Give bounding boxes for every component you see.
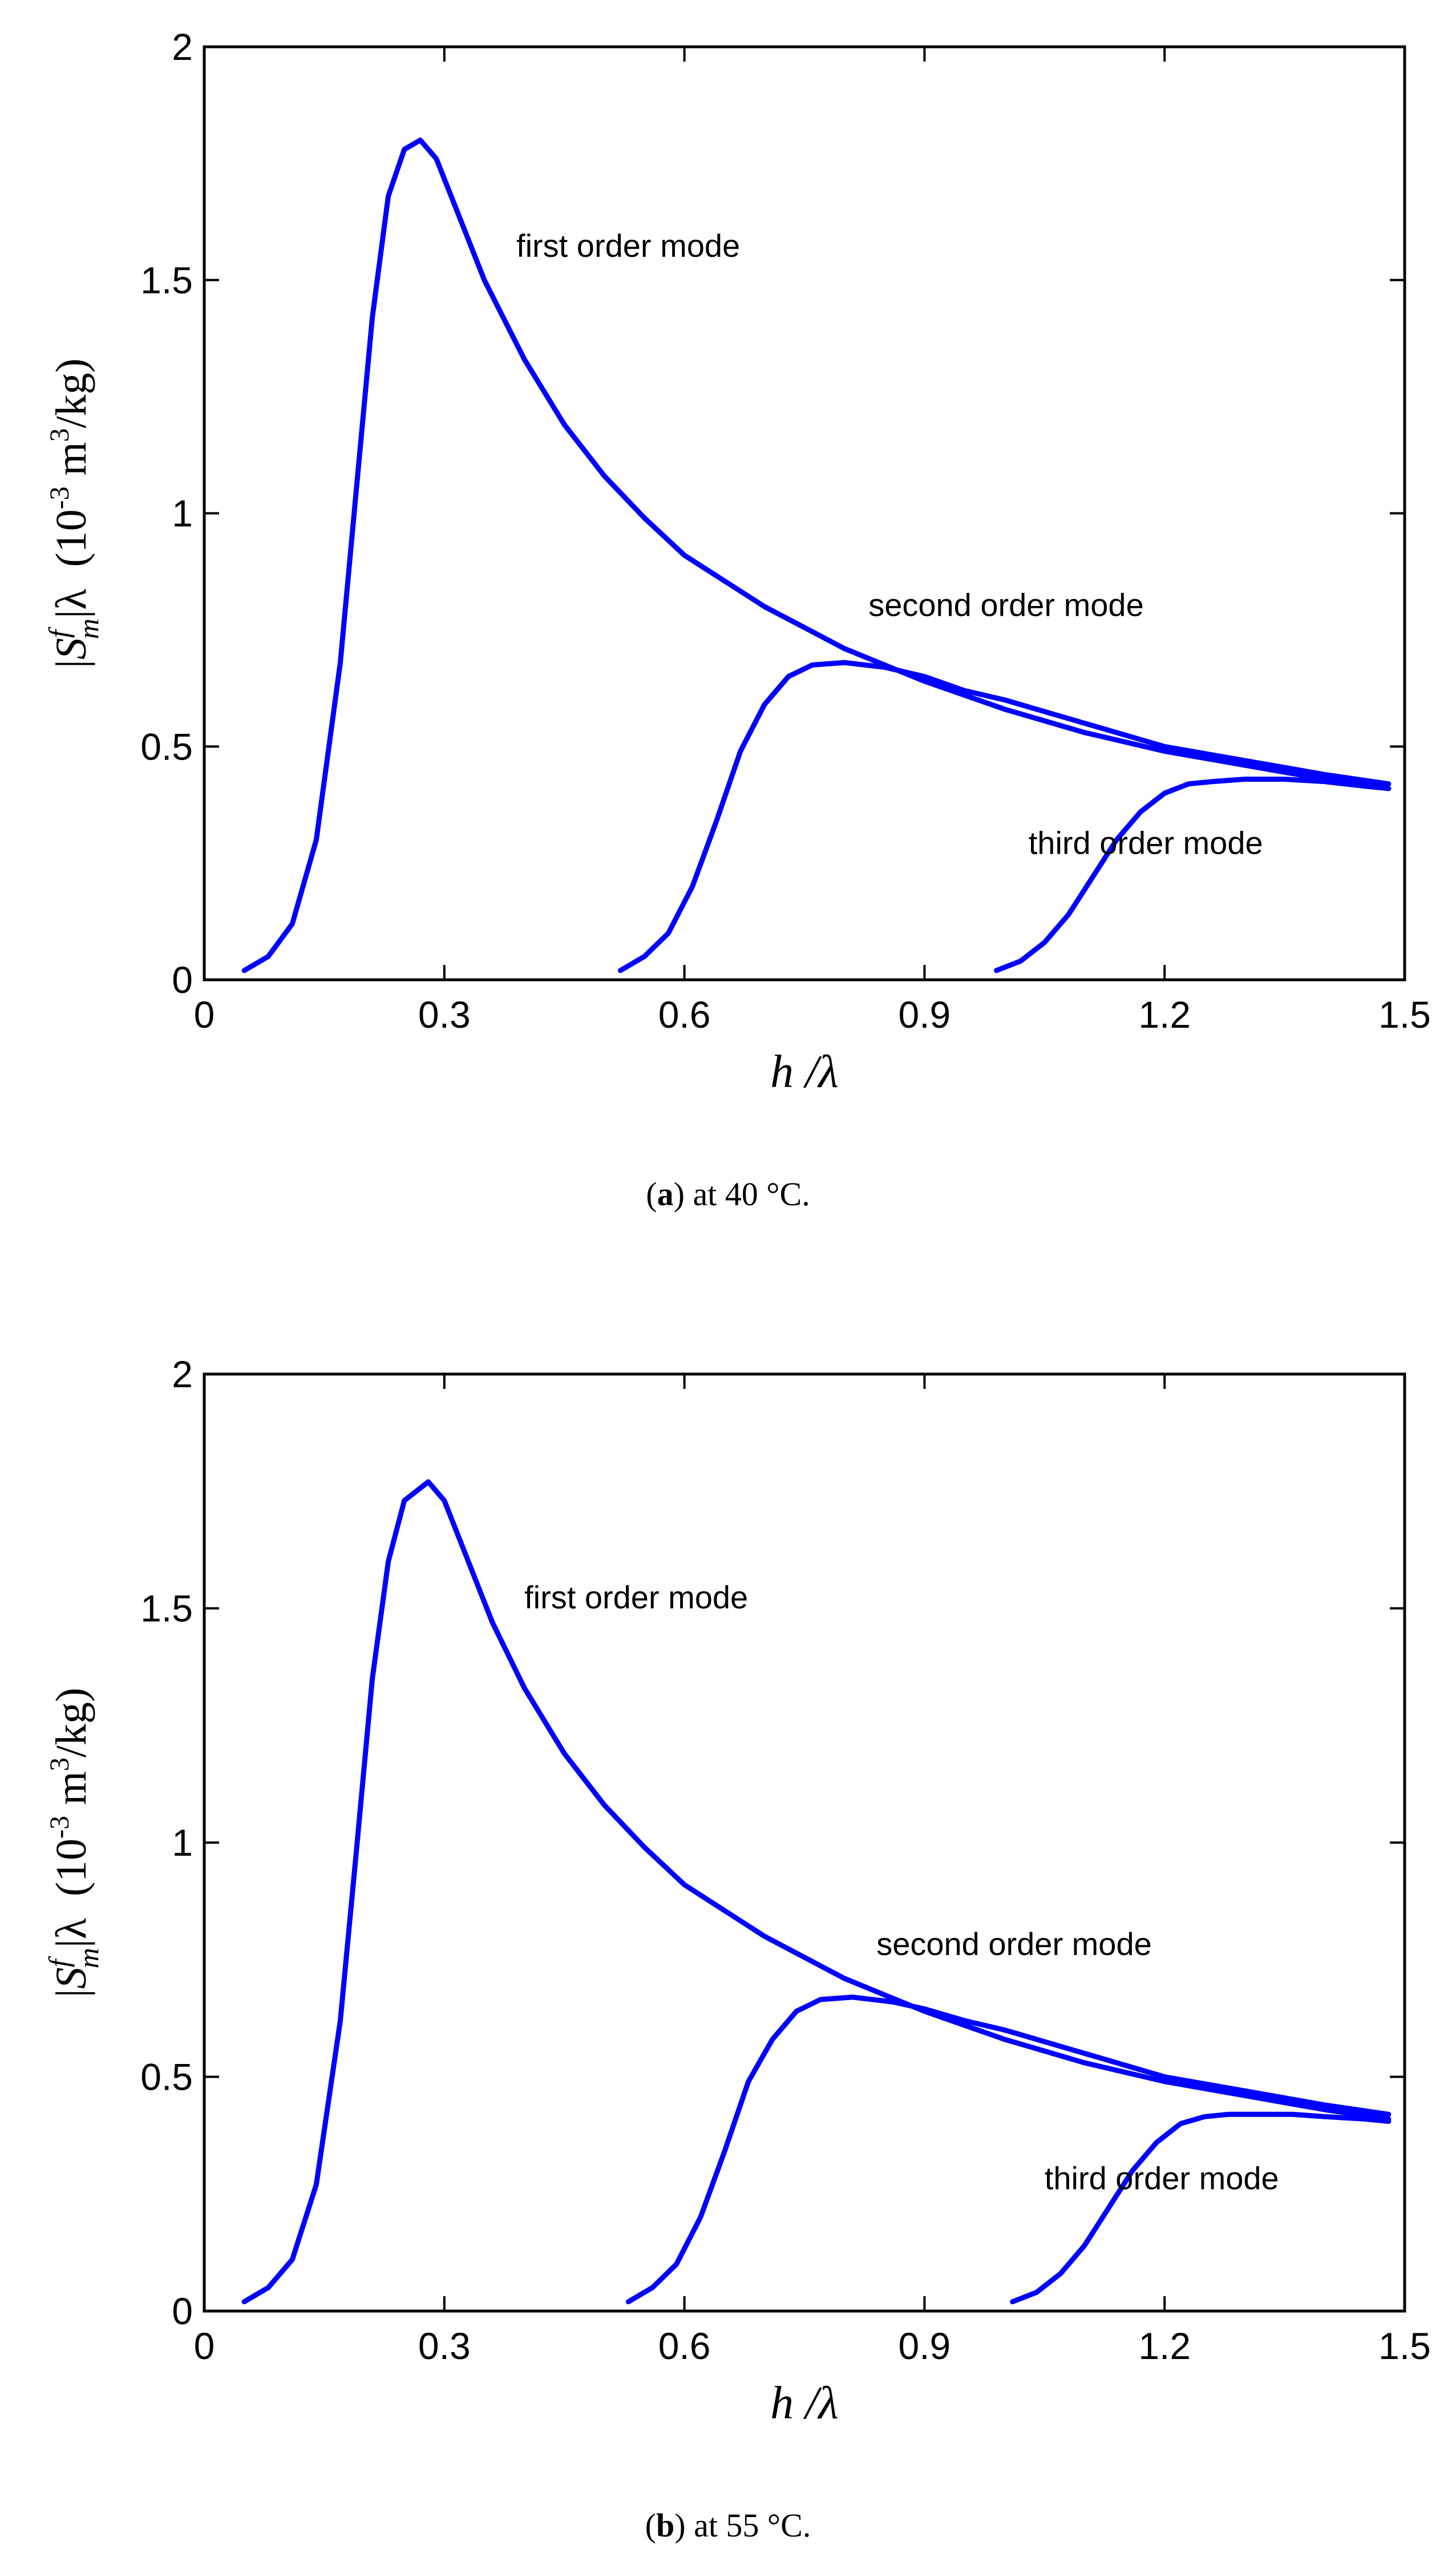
- figure-caption: (b) at 55 °C.: [645, 2507, 811, 2544]
- x-tick-label: 1.2: [1138, 2325, 1191, 2367]
- caption-paren-open: (: [646, 1176, 657, 1213]
- y-label-exp: -3: [45, 1816, 75, 1839]
- y-label-exp: -3: [45, 486, 75, 509]
- y-label-s: S: [47, 638, 95, 660]
- y-tick-label: 0: [172, 959, 193, 1001]
- caption-paren-close: ): [674, 2507, 685, 2544]
- series-line-2: [625, 1994, 1392, 2305]
- x-tick-label: 0.3: [418, 993, 471, 1036]
- annotation-1: first order mode: [516, 228, 740, 264]
- y-label-unit-open: (10: [47, 1839, 95, 1918]
- x-tick-label: 0.6: [658, 2325, 711, 2367]
- y-label-bar-open: |: [47, 1989, 95, 1997]
- y-label-unit-open: (10: [47, 509, 95, 588]
- y-label-exp3: 3: [45, 428, 75, 442]
- caption-text: at 40 °C.: [685, 1176, 810, 1213]
- y-tick-label: 0.5: [140, 725, 193, 768]
- x-tick-label: 1.2: [1138, 993, 1191, 1036]
- annotation-3: third order mode: [1029, 825, 1263, 861]
- x-tick-label: 1.5: [1378, 993, 1431, 1036]
- x-tick-label: 0.9: [899, 993, 951, 1036]
- series-line-1: [241, 1479, 1392, 2305]
- y-tick-label: 0: [172, 2290, 193, 2332]
- caption-paren-open: (: [645, 2507, 656, 2544]
- y-axis-label: |Sfm|λ (10-3 m3/kg): [43, 358, 104, 668]
- y-tick-label: 1.5: [140, 259, 193, 301]
- caption-letter: a: [657, 1176, 674, 1213]
- y-tick-label: 1.5: [140, 1588, 193, 1630]
- y-label-unit-mid: m: [47, 442, 95, 486]
- caption-paren-close: ): [674, 1176, 685, 1213]
- x-tick-label: 0: [194, 2325, 215, 2367]
- y-label-unit-mid: m: [47, 1771, 95, 1816]
- y-label-sup-f: f: [43, 1956, 75, 1967]
- chart-a: 0 0.3 0.6 0.9 1.2 1.5 0 0.5 1 1.5 2 first order mod…: [43, 26, 1431, 1213]
- series-line-1: [241, 138, 1392, 974]
- y-axis-label: |Sfm|λ (10-3 m3/kg): [43, 1687, 104, 1997]
- series-line-3: [994, 777, 1392, 974]
- y-label-exp3: 3: [45, 1758, 75, 1771]
- series-line-2: [617, 660, 1392, 974]
- annotation-2: second order mode: [876, 1926, 1152, 1962]
- annotation-2: second order mode: [868, 587, 1144, 623]
- y-label-bar-lambda: |λ: [47, 589, 95, 619]
- y-label-sub-m: m: [72, 619, 104, 639]
- y-label-s: S: [47, 1967, 95, 1989]
- caption-text: at 55 °C.: [686, 2507, 811, 2544]
- y-label-sub-m: m: [72, 1948, 104, 1968]
- y-label-bar-lambda: |λ: [47, 1918, 95, 1948]
- annotation-1: first order mode: [524, 1580, 748, 1615]
- y-tick-label: 1: [172, 492, 193, 535]
- y-tick-label: 2: [172, 1353, 193, 1395]
- caption-letter: b: [656, 2507, 674, 2544]
- x-axis-label: h /λ: [770, 2377, 839, 2429]
- y-label-unit-end: /kg): [47, 1687, 95, 1757]
- series-line-3: [1010, 2111, 1392, 2305]
- chart-b: 0 0.3 0.6 0.9 1.2 1.5 0 0.5 1 1.5 2 first order mod…: [43, 1353, 1431, 2544]
- x-tick-label: 0.3: [418, 2325, 471, 2367]
- x-axis-label: h /λ: [770, 1045, 839, 1097]
- annotation-3: third order mode: [1045, 2160, 1279, 2196]
- x-tick-label: 0.9: [899, 2325, 951, 2367]
- y-label-unit-end: /kg): [47, 358, 95, 428]
- y-tick-label: 0.5: [140, 2056, 193, 2098]
- x-tick-label: 0.6: [658, 993, 711, 1036]
- x-tick-label: 0: [194, 993, 215, 1036]
- x-tick-label: 1.5: [1378, 2325, 1431, 2367]
- y-tick-label: 1: [172, 1821, 193, 1864]
- y-label-sup-f: f: [43, 627, 75, 638]
- y-tick-label: 2: [172, 26, 193, 68]
- y-label-bar-open: |: [47, 660, 95, 668]
- figure-caption: (a) at 40 °C.: [646, 1176, 810, 1213]
